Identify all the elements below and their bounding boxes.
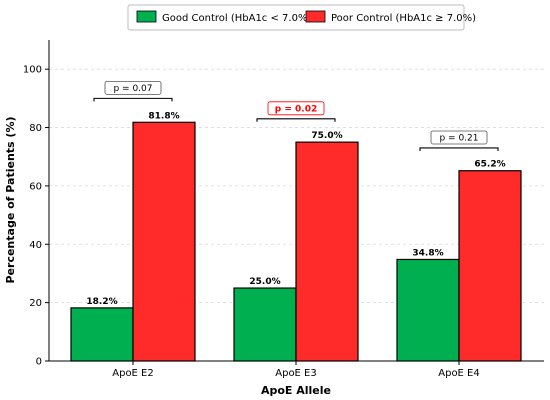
- significance-bracket-0: [93, 97, 173, 102]
- bars: 18.2% 25.0% 34.8% 81.8% 75.0% 65.2%: [70, 111, 522, 362]
- bar-poor-2: [458, 170, 522, 362]
- bar-poor-0: [132, 121, 196, 362]
- p-value-box-1: [267, 101, 325, 116]
- legend: Good Control (HbA1c < 7.0%) Poor Control…: [127, 4, 476, 31]
- x-tick-label: ApoE E2: [112, 368, 153, 379]
- y-axis-label: Percentage of Patients (%): [4, 117, 17, 284]
- annotations: p = 0.07 p = 0.02 p = 0.21: [93, 80, 499, 151]
- x-tick-label: ApoE E4: [438, 368, 479, 379]
- bar-data-label: 65.2%: [474, 160, 505, 170]
- bar-data-label: 81.8%: [148, 111, 179, 121]
- y-ticks: 0 20 40 60 80 100: [23, 65, 49, 368]
- significance-bracket-2: [419, 147, 499, 151]
- legend-frame: [127, 4, 465, 31]
- bar-good-1: [233, 287, 297, 362]
- legend-swatch-good: [136, 10, 157, 23]
- x-axis-label: ApoE Allele: [261, 384, 331, 397]
- bar-data-label: 75.0%: [311, 131, 342, 141]
- legend-swatch-poor: [305, 10, 326, 23]
- legend-label-poor: Poor Control (HbA1c ≥ 7.0%): [331, 13, 476, 24]
- p-value-label: p = 0.21: [439, 133, 478, 143]
- bar-poor-1: [295, 141, 359, 362]
- p-value-label: p = 0.02: [275, 104, 317, 114]
- bar-data-label: 34.8%: [412, 248, 443, 258]
- x-ticks: ApoE E2 ApoE E3 ApoE E4: [112, 361, 480, 379]
- y-tick-label: 100: [23, 65, 42, 76]
- significance-bracket-1: [256, 118, 336, 122]
- y-tick-label: 40: [29, 240, 42, 251]
- y-tick-label: 60: [29, 181, 42, 192]
- bar-good-0: [70, 307, 134, 362]
- x-tick-label: ApoE E3: [275, 368, 316, 379]
- y-tick-label: 0: [36, 357, 42, 368]
- p-value-label: p = 0.07: [113, 84, 152, 94]
- y-tick-label: 20: [29, 298, 42, 309]
- bar-data-label: 18.2%: [86, 297, 117, 307]
- p-value-box-2: [430, 130, 488, 145]
- bar-data-label: 25.0%: [249, 277, 280, 287]
- legend-label-good: Good Control (HbA1c < 7.0%): [162, 13, 311, 24]
- p-value-box-0: [104, 80, 162, 95]
- y-tick-label: 80: [29, 123, 42, 134]
- bar-good-2: [396, 258, 460, 362]
